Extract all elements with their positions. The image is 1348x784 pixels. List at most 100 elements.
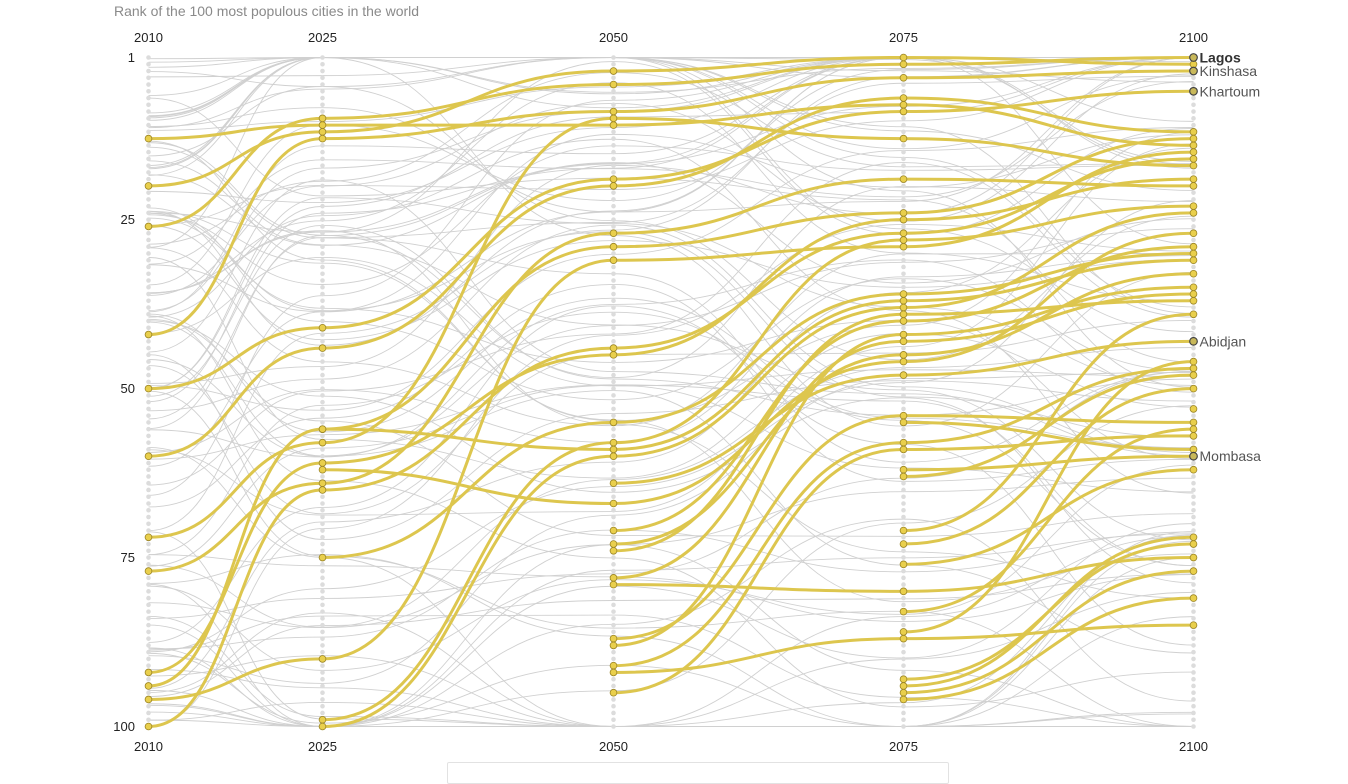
rank-marker	[1191, 649, 1196, 655]
rank-marker	[611, 386, 616, 391]
rank-marker	[320, 562, 325, 567]
rank-marker	[1191, 75, 1196, 81]
rank-marker	[146, 393, 151, 398]
rank-marker	[146, 440, 151, 445]
rank-marker	[320, 649, 325, 655]
rank-marker	[1191, 399, 1196, 405]
rank-marker	[611, 379, 616, 385]
highlighted-point	[899, 101, 908, 109]
gray-series-line	[148, 554, 1194, 622]
highlighted-point	[318, 715, 327, 724]
highlighted-point	[609, 540, 618, 548]
highlighted-point	[1189, 364, 1198, 373]
highlighted-point	[1189, 567, 1198, 575]
highlighted-point	[144, 222, 153, 231]
rank-marker	[1191, 170, 1196, 175]
rank-marker	[611, 676, 616, 682]
rank-marker	[320, 311, 325, 317]
rank-marker	[901, 555, 906, 560]
highlighted-point	[1189, 242, 1198, 251]
rank-marker	[1191, 548, 1196, 554]
rank-marker	[1191, 116, 1196, 121]
highlighted-point	[899, 560, 908, 569]
rank-marker	[146, 649, 151, 655]
highlighted-series-line	[613, 292, 1194, 580]
highlighted-point	[609, 479, 618, 488]
rank-marker	[146, 156, 151, 162]
rank-marker	[1191, 224, 1196, 229]
rank-marker	[146, 487, 151, 493]
highlighted-series-line	[903, 360, 1194, 634]
rank-marker	[146, 352, 151, 358]
rank-marker	[146, 264, 151, 270]
rank-marker	[1191, 528, 1196, 533]
highlighted-point	[1189, 161, 1198, 170]
rank-marker	[146, 325, 151, 331]
highlighted-point	[1189, 296, 1198, 305]
rank-marker	[146, 318, 151, 324]
rank-marker	[901, 170, 906, 175]
rank-marker	[1191, 514, 1196, 520]
rank-marker	[146, 143, 151, 148]
city-point	[1189, 451, 1198, 461]
rank-marker	[320, 352, 325, 358]
chart-subtitle: Rank of the 100 most populous cities in …	[114, 3, 420, 19]
rank-marker	[146, 284, 151, 290]
rank-marker	[146, 203, 151, 209]
highlighted-point	[609, 67, 618, 75]
gray-series-line	[148, 384, 1194, 567]
rank-marker	[611, 589, 616, 594]
rank-marker	[901, 284, 906, 290]
rank-marker	[146, 589, 151, 594]
rank-marker	[611, 602, 616, 608]
highlighted-series-line	[613, 285, 1194, 647]
rank-marker	[1191, 95, 1196, 101]
rank-marker	[320, 710, 325, 716]
rank-marker	[901, 68, 906, 74]
rank-marker	[1191, 197, 1196, 202]
highlighted-point	[899, 540, 908, 548]
gray-series-line	[148, 147, 1194, 689]
highlighted-point	[609, 668, 618, 677]
rank-marker	[1191, 724, 1196, 729]
gray-series-line	[148, 162, 1194, 486]
rank-marker	[320, 663, 325, 668]
highlighted-point	[899, 209, 908, 217]
highlighted-point	[1189, 418, 1198, 427]
rank-marker	[1191, 562, 1196, 567]
gray-series-line	[148, 75, 1194, 420]
rank-marker	[901, 663, 906, 668]
highlighted-point	[1189, 594, 1198, 602]
rank-marker	[1191, 122, 1196, 128]
rank-tick-label: 50	[121, 381, 135, 396]
rank-marker	[901, 426, 906, 432]
rank-marker	[611, 622, 616, 628]
rank-marker	[611, 163, 616, 168]
rank-marker	[146, 426, 151, 432]
rank-marker	[320, 88, 325, 94]
gray-series-line	[148, 535, 1194, 727]
rank-marker	[146, 149, 151, 155]
rank-marker	[1191, 656, 1196, 662]
rank-marker	[320, 305, 325, 310]
rank-marker	[611, 487, 616, 493]
rank-marker	[611, 237, 616, 243]
rank-marker	[146, 210, 151, 216]
rank-marker	[1191, 318, 1196, 324]
rank-marker	[146, 710, 151, 716]
highlighted-point	[899, 411, 908, 420]
highlighted-series-line	[322, 204, 1194, 722]
gray-series-line	[148, 210, 1194, 603]
year-label-top: 2100	[1179, 30, 1208, 45]
highlighted-point	[318, 134, 327, 143]
rank-marker	[320, 163, 325, 168]
rank-marker	[320, 264, 325, 270]
highlighted-series-line	[613, 299, 1194, 553]
background-lines	[148, 57, 1194, 727]
rank-marker	[1191, 609, 1196, 614]
highlighted-point	[899, 682, 908, 690]
rank-marker	[146, 595, 151, 601]
highlighted-point	[609, 418, 618, 427]
year-label-top: 2025	[308, 30, 337, 45]
